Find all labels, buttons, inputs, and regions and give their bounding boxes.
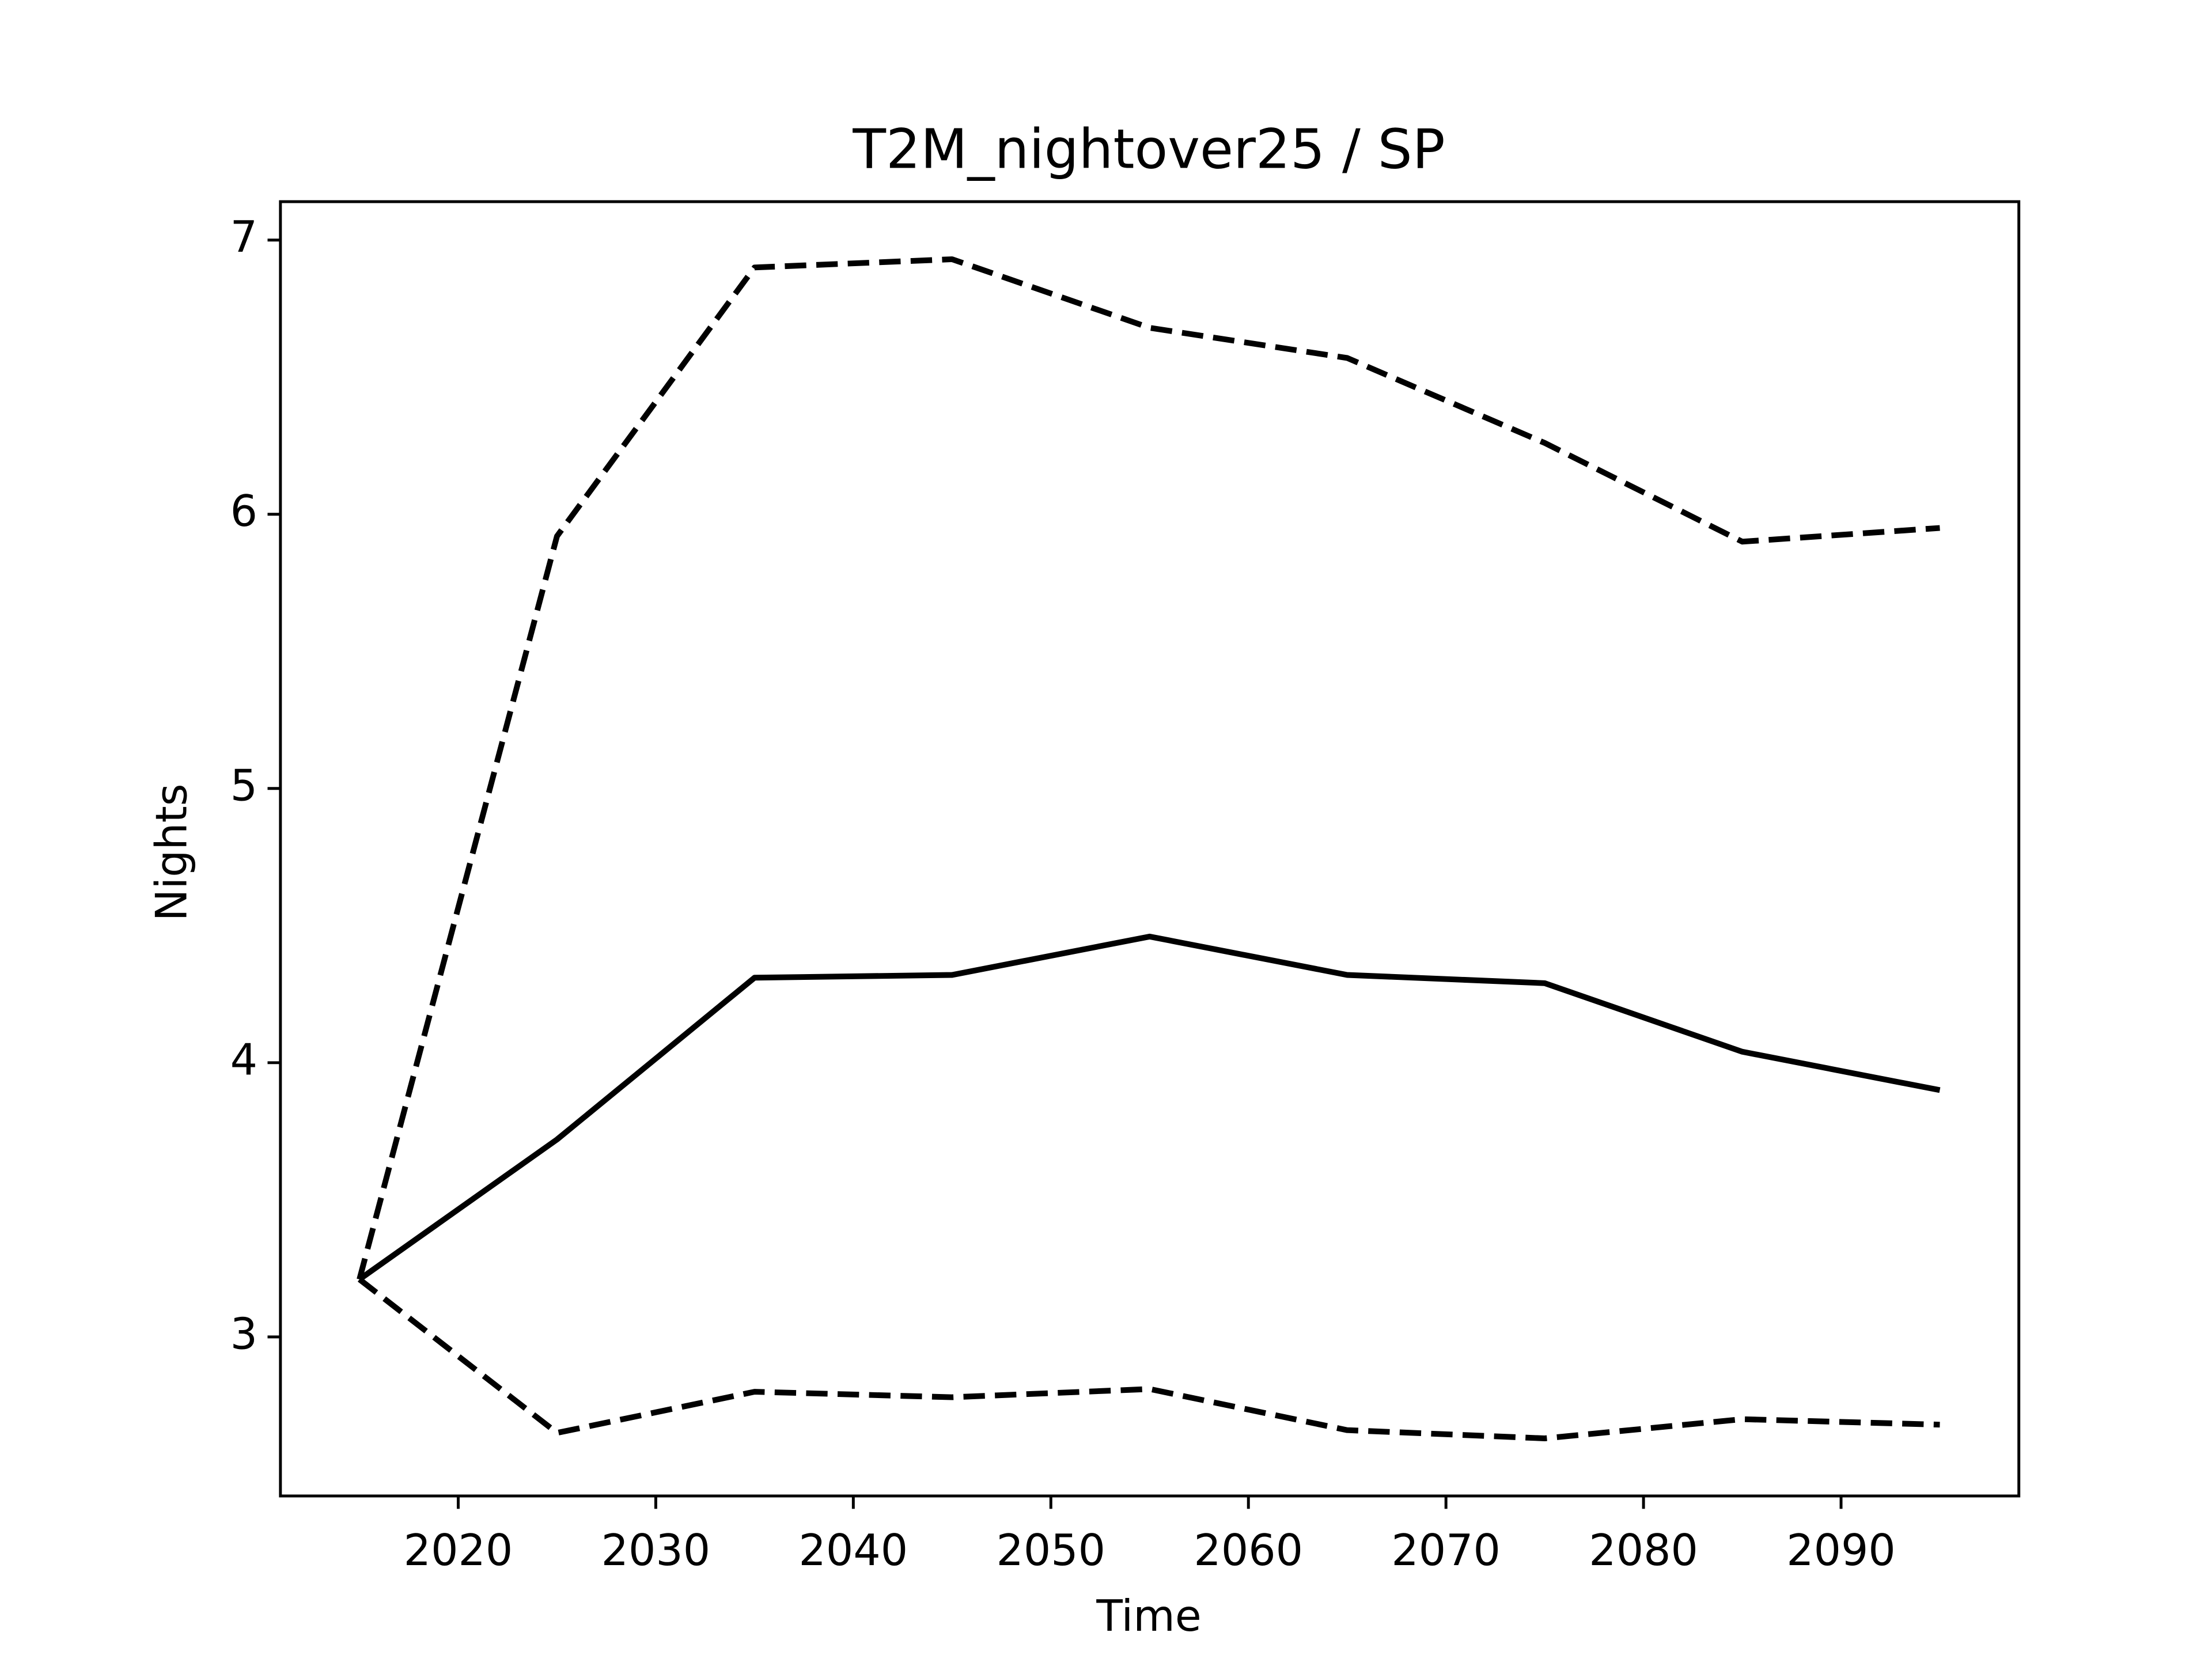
y-tick-label: 5 [230,760,257,810]
y-axis-label: Nights [147,783,197,921]
x-tick-label: 2070 [1391,1525,1501,1575]
x-tick-label: 2030 [601,1525,711,1575]
y-tick-label: 7 [230,212,257,262]
x-tick-label: 2060 [1194,1525,1303,1575]
x-axis-label: Time [1096,1591,1201,1641]
line-series [358,933,1941,1282]
chart-title: T2M_nightover25 / SP [852,118,1445,181]
x-tick-label: 2020 [404,1525,513,1575]
x-tick-label: 2080 [1589,1525,1698,1575]
y-tick-label: 6 [230,486,257,536]
x-tick-label: 2090 [1786,1525,1896,1575]
x-tick-label: 2050 [996,1525,1105,1575]
y-tick-label: 3 [230,1309,257,1359]
y-tick-label: 4 [230,1035,257,1085]
line-series [357,1277,1940,1441]
plot-frame [279,200,2021,1498]
x-tick-label: 2040 [799,1525,908,1575]
